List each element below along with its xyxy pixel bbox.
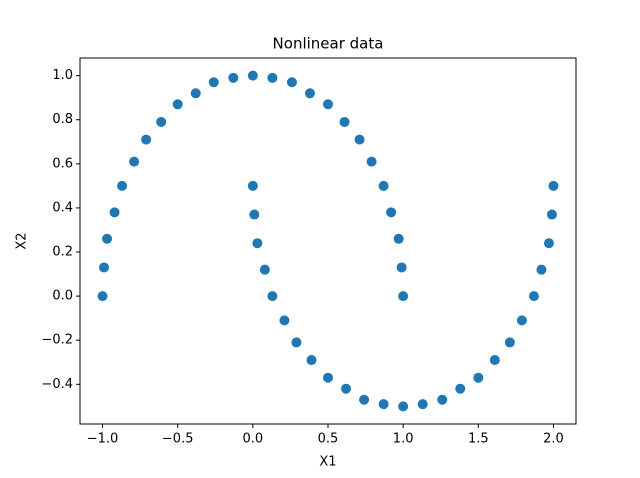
point: [489, 355, 500, 366]
y-tick-label: −0.4: [41, 377, 73, 392]
chart-title: Nonlinear data: [273, 35, 384, 53]
point: [455, 383, 466, 394]
point: [398, 291, 409, 302]
y-tick-label: −0.2: [41, 333, 73, 348]
point: [117, 180, 128, 191]
point: [291, 337, 302, 348]
point: [141, 134, 152, 145]
x-axis-label: X1: [319, 455, 336, 470]
point: [359, 394, 370, 405]
point: [398, 401, 409, 412]
point: [323, 372, 333, 383]
x-tick-label: −0.5: [162, 432, 194, 447]
point: [366, 156, 377, 167]
point: [536, 264, 547, 275]
y-tick-label: 1.0: [52, 68, 73, 83]
point: [286, 77, 297, 88]
point: [473, 372, 484, 383]
point: [378, 399, 389, 410]
point: [516, 315, 527, 326]
point: [129, 156, 140, 167]
x-tick-label: 0.5: [318, 432, 339, 447]
y-tick-label: 0.0: [52, 289, 73, 304]
point: [417, 399, 428, 410]
point: [386, 207, 397, 218]
point: [267, 291, 278, 302]
point: [252, 238, 263, 249]
x-tick-label: 1.5: [468, 432, 489, 447]
point: [548, 180, 559, 191]
point: [304, 88, 315, 99]
point: [247, 180, 258, 191]
point: [543, 238, 554, 249]
point: [172, 99, 183, 110]
point: [339, 116, 350, 127]
x-tick-label: 2.0: [543, 432, 564, 447]
point: [528, 291, 539, 302]
plot-frame: [79, 57, 577, 425]
point: [341, 383, 352, 394]
point: [323, 99, 333, 110]
x-tick-label: 0.0: [243, 432, 264, 447]
y-tick-label: 0.6: [52, 156, 73, 171]
point: [354, 134, 365, 145]
point: [249, 209, 260, 220]
point: [279, 315, 290, 326]
x-tick-label: 1.0: [393, 432, 414, 447]
y-tick-label: 0.2: [52, 245, 73, 260]
y-tick-label: 0.4: [52, 200, 73, 215]
y-axis-label: X2: [15, 232, 30, 249]
point: [247, 70, 258, 81]
point: [306, 355, 317, 366]
point: [99, 262, 110, 273]
point: [228, 72, 239, 83]
point: [396, 262, 407, 273]
point: [102, 233, 113, 244]
x-tick-label: −1.0: [87, 432, 119, 447]
point: [504, 337, 515, 348]
point: [267, 72, 278, 83]
point: [393, 233, 404, 244]
y-tick-label: 0.8: [52, 112, 73, 127]
point: [190, 88, 201, 99]
point: [259, 264, 270, 275]
point: [208, 77, 219, 88]
point: [378, 180, 389, 191]
point: [437, 394, 448, 405]
point: [97, 291, 108, 302]
point: [109, 207, 120, 218]
point: [156, 116, 167, 127]
point: [546, 209, 557, 220]
